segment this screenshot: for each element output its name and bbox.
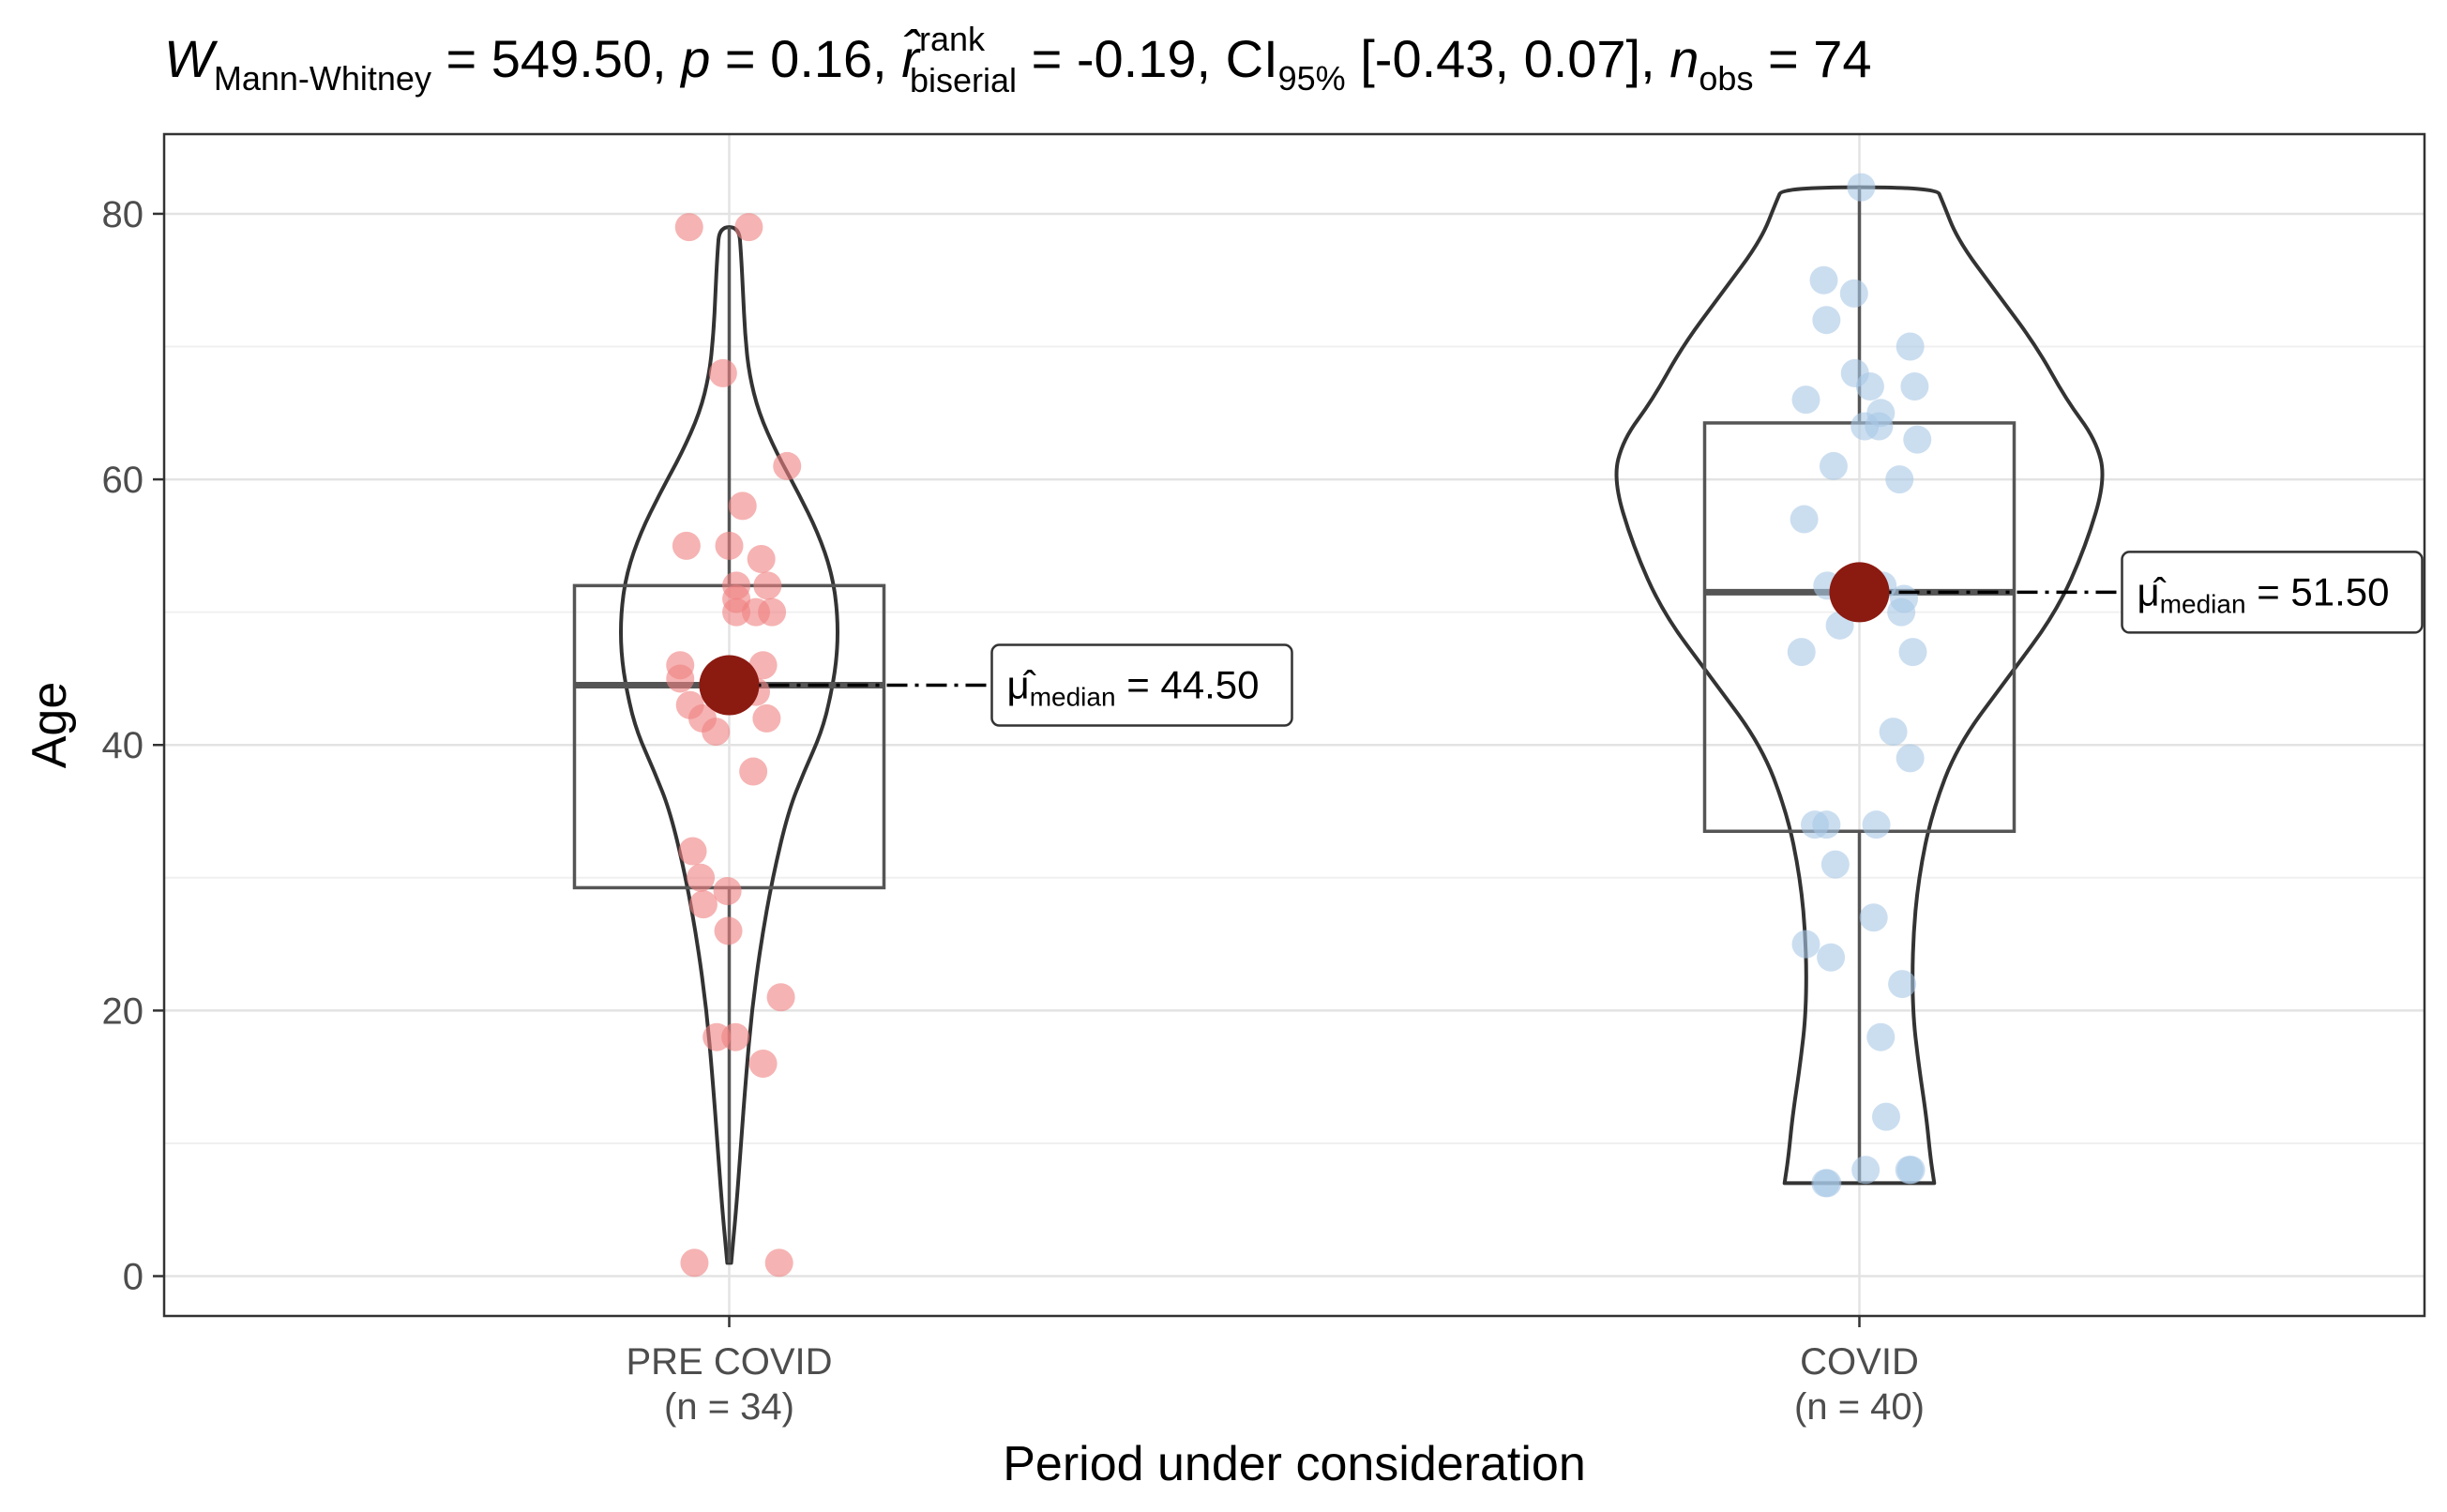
data-point [680, 1248, 709, 1278]
data-point [1791, 930, 1820, 959]
x-tick-label: COVID [1800, 1341, 1919, 1383]
x-tick-label: PRE COVID [626, 1341, 832, 1383]
data-point [1885, 465, 1914, 494]
data-point [1847, 173, 1876, 202]
data-point [672, 531, 701, 560]
plot-border [162, 132, 2426, 1318]
y-tick-label: 80 [102, 194, 144, 235]
data-point [1817, 943, 1846, 972]
chart-title: WMann-Whitney = 549.50, p = 0.16, r̂rank… [164, 20, 1872, 99]
median-label-text: μ̂median = 51.50 [2137, 569, 2390, 618]
data-point [1900, 371, 1929, 401]
data-point [753, 571, 782, 600]
x-axis: PRE COVID(n = 34) COVID(n = 40) [626, 1316, 1925, 1428]
data-point [1812, 810, 1841, 839]
data-point [1903, 425, 1932, 454]
data-point [1887, 597, 1916, 627]
y-axis: 0 20 40 60 80 [102, 194, 164, 1298]
data-point [714, 916, 743, 945]
data-point [1809, 265, 1838, 295]
data-point [702, 718, 731, 747]
data-point [1866, 1022, 1896, 1051]
data-point [1819, 451, 1848, 480]
x-axis-label: Period under consideration [1003, 1437, 1586, 1491]
median-label-box [2121, 551, 2424, 634]
data-point [688, 890, 717, 919]
median-point [699, 655, 760, 716]
data-point [748, 1050, 778, 1079]
data-point [1872, 1102, 1900, 1131]
x-tick-count: (n = 40) [1794, 1386, 1925, 1428]
data-point [674, 213, 703, 242]
data-point [715, 531, 744, 560]
violin-1 [1614, 185, 2105, 1186]
data-point [721, 1022, 750, 1051]
data-point [1865, 412, 1894, 441]
y-axis-label: Age [23, 682, 77, 769]
y-tick-label: 20 [102, 990, 144, 1032]
median-label-box [990, 643, 1293, 727]
data-point [678, 837, 707, 866]
data-point [1888, 970, 1917, 999]
median-markers: μ̂median = 44.50μ̂median = 51.50 [699, 551, 2424, 727]
data-point [766, 983, 795, 1012]
data-point [1790, 505, 1819, 534]
data-point [734, 213, 763, 242]
data-point [1898, 638, 1927, 667]
data-point [1812, 306, 1841, 335]
data-point [747, 545, 776, 574]
data-point [1839, 279, 1868, 308]
data-point [666, 664, 695, 693]
data-point [722, 597, 751, 627]
data-point [773, 451, 802, 480]
data-point [1851, 1156, 1881, 1185]
data-point [1879, 718, 1908, 747]
data-point [1787, 638, 1816, 667]
data-point [1896, 744, 1925, 773]
data-point [752, 703, 781, 733]
data-point [764, 1248, 793, 1278]
data-point [1855, 371, 1884, 401]
y-tick-label: 40 [102, 725, 144, 766]
data-point [1862, 810, 1891, 839]
data-point [739, 757, 768, 786]
data-point [1859, 903, 1888, 932]
data-point [758, 597, 787, 627]
median-point [1829, 562, 1890, 623]
data-points [666, 173, 1932, 1278]
data-point [728, 491, 757, 521]
plot-panel [164, 134, 2424, 1316]
data-point [1896, 332, 1925, 361]
x-tick-count: (n = 34) [664, 1386, 794, 1428]
data-point [1791, 386, 1820, 415]
y-tick-label: 60 [102, 460, 144, 501]
data-point [713, 876, 742, 905]
y-tick-label: 0 [123, 1257, 143, 1298]
data-point [1820, 850, 1850, 879]
data-point [708, 358, 737, 387]
data-point [1813, 1169, 1842, 1198]
data-point [1896, 1156, 1926, 1185]
data-point [687, 863, 716, 892]
